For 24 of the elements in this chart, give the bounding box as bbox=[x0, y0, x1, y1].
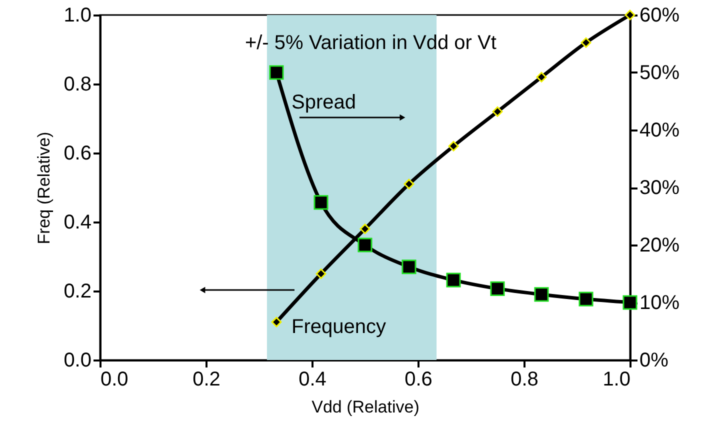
y-tick-label: 0.0 bbox=[64, 350, 92, 372]
x-tick-label: 1.0 bbox=[602, 368, 630, 390]
y-axis-title: Freq (Relative) bbox=[34, 132, 54, 244]
x-axis-title: Vdd (Relative) bbox=[312, 398, 420, 416]
y2-tick-label: 20% bbox=[640, 234, 680, 256]
y2-tick-label: 0% bbox=[640, 350, 669, 372]
y-tick-label: 0.2 bbox=[64, 280, 92, 302]
y-tick-label: 0.4 bbox=[64, 212, 92, 234]
series-label: Frequency bbox=[291, 316, 386, 338]
series-label: Spread bbox=[291, 92, 356, 114]
y2-tick-label: 30% bbox=[640, 177, 680, 199]
y-tick-label: 0.6 bbox=[64, 142, 92, 164]
y-tick-label: 1.0 bbox=[64, 4, 92, 26]
x-tick-label: 0.6 bbox=[404, 368, 432, 390]
y2-tick-label: 10% bbox=[640, 292, 680, 314]
x-tick-label: 0.4 bbox=[298, 368, 326, 390]
y2-tick-label: 60% bbox=[640, 4, 680, 26]
y2-tick-label: 50% bbox=[640, 62, 680, 84]
x-tick-label: 0.0 bbox=[100, 368, 128, 390]
x-tick-label: 0.8 bbox=[510, 368, 538, 390]
x-tick-label: 0.2 bbox=[192, 368, 220, 390]
y-tick-label: 0.8 bbox=[64, 74, 92, 96]
y2-tick-label: 40% bbox=[640, 120, 680, 142]
band-label: +/- 5% Variation in Vdd or Vt bbox=[244, 32, 497, 54]
